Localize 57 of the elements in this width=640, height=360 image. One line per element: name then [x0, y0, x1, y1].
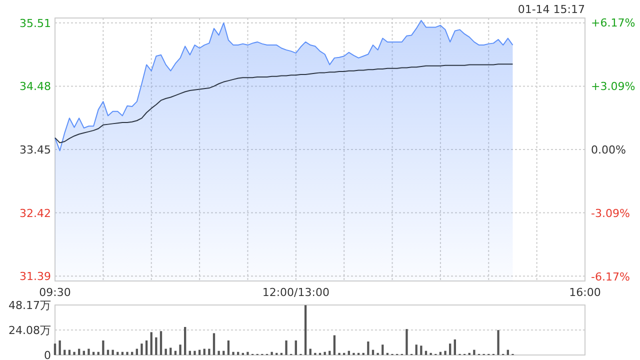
bar — [145, 340, 148, 355]
x-tick-label: 12:00/13:00 — [262, 286, 330, 299]
y2-tick-label: +6.17% — [591, 16, 636, 30]
bar — [497, 330, 500, 355]
bar — [170, 348, 172, 355]
y2-tick-label: -3.09% — [591, 206, 630, 220]
bar — [444, 350, 446, 355]
bar — [164, 348, 167, 355]
y-tick-label: 33.45 — [20, 144, 51, 156]
bar — [160, 331, 162, 355]
bar — [333, 335, 336, 355]
y-tick-label: 0 — [44, 349, 51, 360]
bar — [155, 337, 158, 355]
bar — [324, 352, 326, 355]
bar — [415, 344, 418, 355]
y-tick-label: 31.39 — [20, 270, 51, 284]
y-tick-label: 34.48 — [20, 80, 51, 94]
y-tick-label: 32.42 — [20, 206, 51, 220]
x-tick-label: 16:00 — [569, 286, 601, 299]
bar — [208, 348, 210, 355]
bar — [194, 350, 196, 355]
bar — [232, 352, 234, 355]
bar — [304, 305, 307, 355]
bar — [270, 352, 273, 355]
bar — [150, 332, 152, 355]
bar — [112, 350, 114, 355]
x-tick-label: 09:30 — [39, 286, 71, 299]
bar — [126, 352, 128, 355]
bar — [246, 352, 249, 355]
bar — [140, 344, 143, 355]
bar — [184, 326, 186, 355]
bar — [454, 339, 456, 355]
y-tick-label: 48.17万 — [8, 299, 51, 312]
bar — [218, 350, 220, 355]
line-series — [54, 64, 514, 144]
y2-tick-label: 0.00% — [591, 144, 626, 156]
bar — [58, 340, 61, 355]
bar — [406, 329, 408, 355]
bar — [179, 344, 182, 355]
y2-tick-label: -6.17% — [591, 270, 630, 284]
bar — [449, 344, 452, 355]
bar — [227, 340, 230, 355]
bar — [294, 340, 297, 355]
bar — [212, 333, 216, 355]
bar — [473, 350, 476, 355]
y2-tick-label: +3.09% — [591, 80, 636, 94]
bar — [54, 344, 56, 355]
bar — [367, 342, 370, 355]
text: 01-14 15:17 — [518, 3, 585, 16]
bar — [102, 340, 104, 355]
y-tick-label: 24.08万 — [8, 324, 51, 338]
bar — [73, 352, 76, 355]
bar — [88, 348, 90, 355]
bar — [285, 340, 288, 355]
bar — [420, 346, 422, 355]
bar — [382, 344, 384, 355]
y-tick-label: 35.51 — [20, 16, 51, 30]
